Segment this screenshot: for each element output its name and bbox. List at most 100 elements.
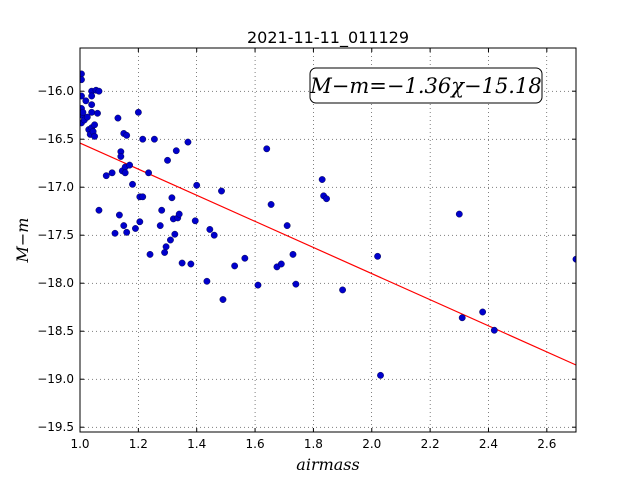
y-tick-label: −16.0 bbox=[37, 84, 74, 98]
fit-equation: M−m=−1.36χ−15.18 bbox=[309, 74, 541, 98]
data-point bbox=[132, 225, 139, 232]
grid bbox=[79, 48, 576, 432]
data-point bbox=[254, 281, 262, 289]
data-point bbox=[210, 231, 218, 239]
data-point bbox=[123, 228, 131, 236]
data-point bbox=[83, 113, 91, 121]
data-point bbox=[145, 169, 152, 177]
data-point bbox=[172, 147, 180, 155]
annotation-frame bbox=[309, 67, 543, 104]
data-point bbox=[82, 97, 90, 105]
data-point bbox=[193, 181, 201, 189]
data-point bbox=[168, 194, 176, 202]
data-point bbox=[167, 236, 174, 244]
x-tick-label: 1.4 bbox=[187, 437, 206, 451]
data-point bbox=[289, 250, 297, 258]
data-point bbox=[377, 371, 384, 379]
axis-ticks bbox=[79, 48, 576, 432]
data-point bbox=[171, 230, 179, 238]
data-point bbox=[91, 132, 98, 140]
data-point bbox=[139, 135, 147, 143]
x-tick-label: 1.6 bbox=[246, 437, 265, 451]
y-tick-label: −16.5 bbox=[37, 132, 74, 146]
x-tick-label: 2.0 bbox=[362, 437, 381, 451]
y-tick-label: −18.5 bbox=[37, 324, 74, 338]
data-point bbox=[175, 210, 183, 218]
data-point bbox=[80, 108, 87, 116]
data-point bbox=[126, 161, 134, 169]
data-point bbox=[178, 259, 186, 267]
data-point bbox=[219, 296, 227, 303]
data-point bbox=[94, 109, 101, 117]
data-point bbox=[88, 92, 96, 100]
data-point bbox=[120, 222, 128, 230]
data-point bbox=[108, 169, 116, 177]
data-point bbox=[114, 114, 122, 122]
data-point bbox=[123, 131, 131, 139]
data-point bbox=[164, 156, 171, 164]
data-point bbox=[117, 153, 125, 160]
data-point bbox=[458, 314, 466, 322]
data-point bbox=[80, 92, 85, 100]
data-point bbox=[339, 286, 346, 294]
y-axis-label: M−m bbox=[13, 218, 32, 264]
data-point bbox=[150, 135, 158, 143]
y-tick-label: −19.5 bbox=[37, 420, 74, 434]
data-point bbox=[231, 262, 239, 270]
y-tick-label: −18.0 bbox=[37, 276, 74, 290]
data-point bbox=[267, 201, 275, 208]
data-point bbox=[218, 187, 225, 195]
data-point bbox=[203, 277, 211, 285]
data-point bbox=[95, 87, 103, 95]
data-point bbox=[292, 280, 300, 288]
x-tick-labels: 1.0 1.2 1.4 1.6 1.8 2.0 2.2 2.4 2.6 bbox=[70, 437, 556, 451]
data-point bbox=[115, 211, 123, 219]
y-tick-label: −17.5 bbox=[37, 228, 74, 242]
fit-line-group bbox=[79, 142, 577, 366]
fit-line bbox=[79, 142, 577, 366]
chart-title: 2021-11-11_011129 bbox=[247, 28, 409, 48]
data-point bbox=[374, 252, 381, 260]
data-point bbox=[146, 250, 154, 258]
data-points bbox=[80, 70, 576, 379]
x-tick-label: 1.2 bbox=[129, 437, 148, 451]
x-tick-label: 2.2 bbox=[421, 437, 440, 451]
data-point bbox=[161, 249, 169, 256]
data-point bbox=[121, 169, 129, 177]
data-point bbox=[129, 180, 136, 188]
y-tick-label: −17.0 bbox=[37, 180, 74, 194]
data-point bbox=[184, 138, 192, 146]
data-point bbox=[191, 217, 199, 225]
data-point bbox=[283, 222, 291, 230]
annotation-box: M−m=−1.36χ−15.18 bbox=[309, 67, 543, 104]
data-point bbox=[88, 108, 96, 116]
data-point bbox=[277, 260, 285, 268]
data-point bbox=[241, 254, 249, 262]
x-tick-label: 2.6 bbox=[537, 437, 556, 451]
data-point bbox=[80, 76, 85, 84]
y-tick-label: −19.0 bbox=[37, 372, 74, 386]
x-axis-label: airmass bbox=[296, 455, 359, 474]
data-point bbox=[206, 226, 214, 233]
data-point bbox=[490, 326, 498, 334]
data-point bbox=[263, 145, 271, 153]
x-tick-label: 1.8 bbox=[304, 437, 323, 451]
x-tick-label: 2.4 bbox=[479, 437, 498, 451]
data-point bbox=[162, 243, 170, 251]
data-point bbox=[156, 222, 164, 230]
data-point bbox=[136, 218, 144, 226]
data-point bbox=[187, 260, 195, 268]
x-tick-label: 1.0 bbox=[70, 437, 89, 451]
data-point bbox=[139, 193, 147, 201]
data-point bbox=[134, 108, 142, 116]
data-point bbox=[158, 206, 166, 214]
data-point bbox=[80, 70, 85, 78]
data-point bbox=[91, 121, 98, 129]
data-point bbox=[455, 210, 463, 218]
data-point bbox=[102, 172, 110, 180]
data-point bbox=[318, 176, 326, 183]
data-point bbox=[95, 206, 103, 214]
y-tick-labels: −16.0 −16.5 −17.0 −17.5 −18.0 −18.5 −19.0 −19.5 bbox=[37, 84, 74, 434]
data-point bbox=[111, 229, 119, 237]
